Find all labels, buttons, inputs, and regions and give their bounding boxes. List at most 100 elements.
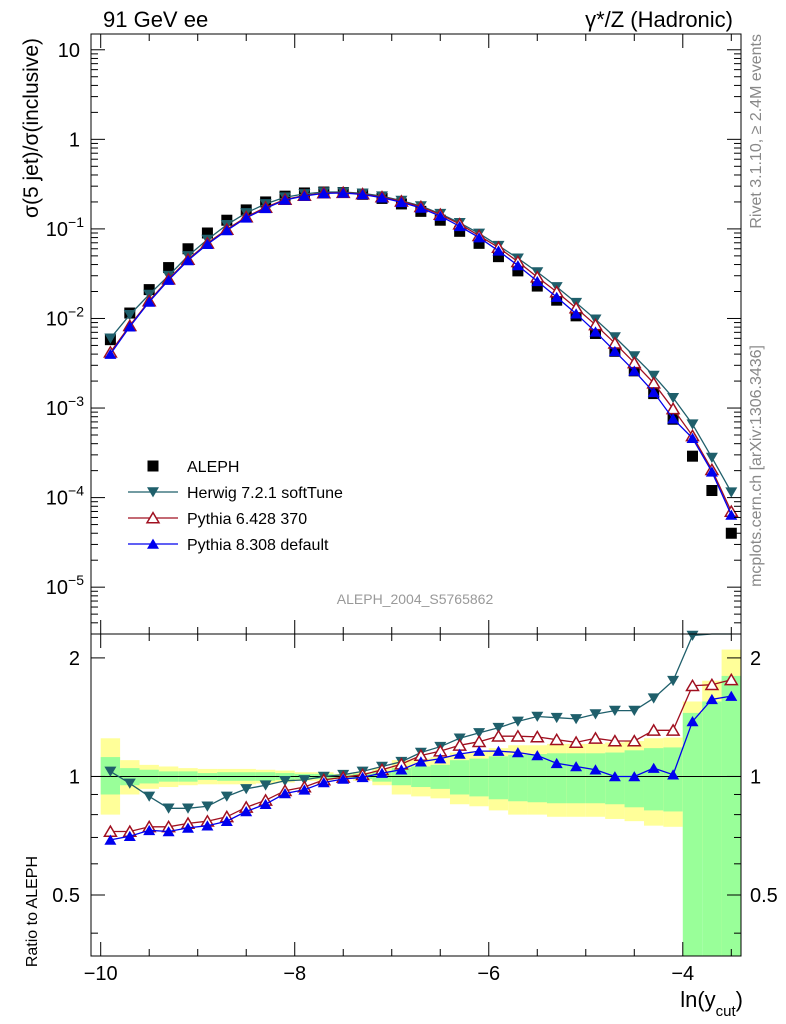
point-aleph <box>201 227 213 239</box>
ratio-point-pythia-8-308-default <box>376 767 388 778</box>
ratio-point-herwig-7-2-1-softtune <box>628 705 641 716</box>
ratio-point-pythia-8-308-default <box>395 764 408 775</box>
point-aleph <box>182 243 194 255</box>
ratio-point-herwig-7-2-1-softtune <box>589 709 602 720</box>
ratio-point-pythia-8-308-default <box>317 777 330 788</box>
band-inner-bin <box>469 758 489 797</box>
legend-label-aleph: ALEPH <box>187 459 239 476</box>
legend-label-pythia-6-428-370: Pythia 6.428 370 <box>187 511 307 528</box>
ratio-point-pythia-8-308-default <box>686 716 699 727</box>
y-axis-title-bottom: Ratio to ALEPH <box>24 856 41 967</box>
x-tick-label: −6 <box>477 963 500 985</box>
point-pythia-8-308-default <box>434 210 447 221</box>
point-pythia-8-308-default <box>667 413 680 424</box>
ratio-point-pythia-8-308-default <box>220 815 233 826</box>
point-pythia-8-308-default <box>492 245 505 256</box>
point-herwig-7-2-1-softtune <box>104 333 117 344</box>
band-inner-bin <box>721 675 741 956</box>
ratio-point-pythia-6-428-370 <box>588 731 603 744</box>
point-aleph <box>163 262 175 274</box>
y-tick-label-top: 10−4 <box>46 483 84 510</box>
point-pythia-8-308-default <box>123 321 136 332</box>
y-tick-label-top: 10 <box>58 40 80 62</box>
ratio-point-herwig-7-2-1-softtune <box>201 801 214 812</box>
ratio-point-pythia-8-308-default <box>531 750 544 761</box>
band-inner-bin <box>488 756 509 800</box>
ratio-point-herwig-7-2-1-softtune <box>686 630 699 641</box>
ratio-tick-label-left: 0.5 <box>52 885 80 907</box>
point-pythia-8-308-default <box>473 232 486 243</box>
ratio-point-pythia-6-428-370 <box>491 729 506 742</box>
ratio-point-herwig-7-2-1-softtune <box>492 722 505 734</box>
legend: ALEPH Herwig 7.2.1 softTune Pythia 6.428 3… <box>128 459 343 554</box>
ratio-point-pythia-8-308-default <box>492 745 505 756</box>
uncertainty-band <box>100 649 741 956</box>
ratio-point-pythia-8-308-default <box>511 747 524 758</box>
ratio-point-pythia-6-428-370 <box>723 672 739 686</box>
ratio-point-pythia-6-428-370 <box>685 678 700 692</box>
band-inner-bin <box>508 754 528 802</box>
series-layer <box>103 185 739 845</box>
ratio-point-herwig-7-2-1-softtune <box>667 675 680 687</box>
point-aleph <box>454 225 466 237</box>
point-pythia-8-308-default <box>628 365 641 376</box>
analysis-watermark: ALEPH_2004_S5765862 <box>337 591 494 607</box>
ratio-point-herwig-7-2-1-softtune <box>259 780 272 791</box>
ratio-point-pythia-8-308-default <box>453 748 466 759</box>
x-tick-label: −4 <box>671 963 694 985</box>
ratio-point-pythia-6-428-370 <box>529 730 545 743</box>
point-herwig-7-2-1-softtune <box>686 419 699 430</box>
ratio-point-herwig-7-2-1-softtune <box>104 766 117 777</box>
y-tick-label-top: 1 <box>69 129 80 151</box>
band-inner-bin <box>449 760 470 795</box>
point-pythia-8-308-default <box>570 308 583 319</box>
header-left: 91 GeV ee <box>103 7 208 32</box>
y-axis-title-top: σ(5 jet)/σ(inclusive) <box>20 38 43 218</box>
mcplots-label: mcplots.cern.ch [arXiv:1306.3436] <box>748 345 765 587</box>
ratio-point-herwig-7-2-1-softtune <box>220 791 233 802</box>
ratio-point-pythia-6-428-370 <box>646 723 662 736</box>
ratio-point-herwig-7-2-1-softtune <box>162 803 175 814</box>
point-pythia-8-308-default <box>259 202 272 214</box>
header-right: γ*/Z (Hadronic) <box>585 7 733 32</box>
point-aleph <box>143 284 155 296</box>
ratio-point-pythia-8-308-default <box>473 745 486 756</box>
point-pythia-8-308-default <box>279 194 291 205</box>
ratio-point-pythia-8-308-default <box>182 822 194 833</box>
ratio-tick-label-left: 2 <box>69 648 80 670</box>
ratio-point-herwig-7-2-1-softtune <box>123 778 136 789</box>
x-axis-title: ln(ycut) <box>680 987 743 1020</box>
band-inner-bin <box>702 701 722 956</box>
y-tick-label-top: 10−5 <box>46 572 84 599</box>
legend-marker-pythia-8-308-default <box>147 538 159 549</box>
ratio-point-pythia-6-428-370 <box>704 677 720 691</box>
ratio-point-herwig-7-2-1-softtune <box>143 791 156 802</box>
point-pythia-8-308-default <box>589 326 602 337</box>
axes: −10 −8 −6 −4 10 1 10−1 10−2 10−3 10−4 10−5 2 2 1 1 0.5 0… <box>46 33 778 985</box>
ratio-point-herwig-7-2-1-softtune <box>182 803 194 814</box>
point-pythia-8-308-default <box>376 192 388 203</box>
point-pythia-8-308-default <box>511 260 524 271</box>
point-pythia-8-308-default <box>647 386 660 398</box>
band-inner-bin <box>643 748 664 811</box>
point-pythia-8-308-default <box>414 202 427 213</box>
ratio-tick-label-right: 0.5 <box>750 885 778 907</box>
point-aleph <box>473 237 485 249</box>
ratio-point-pythia-8-308-default <box>608 771 621 782</box>
point-pythia-8-308-default <box>104 348 117 359</box>
ratio-point-pythia-8-308-default <box>705 693 718 705</box>
x-tick-label: −10 <box>84 963 118 985</box>
ratio-point-herwig-7-2-1-softtune <box>511 716 524 727</box>
point-pythia-8-308-default <box>608 345 621 357</box>
ratio-point-pythia-6-428-370 <box>607 734 623 747</box>
point-aleph <box>492 251 504 263</box>
legend-marker-pythia-6-428-370 <box>145 511 161 524</box>
legend-marker-herwig-7-2-1-softtune <box>147 487 159 498</box>
point-aleph <box>706 485 718 497</box>
point-aleph <box>686 450 698 462</box>
ratio-point-pythia-8-308-default <box>589 764 602 775</box>
point-herwig-7-2-1-softtune <box>667 393 680 404</box>
ratio-point-pythia-8-308-default <box>104 834 117 845</box>
ratio-point-pythia-6-428-370 <box>471 734 487 748</box>
point-pythia-8-308-default <box>550 291 563 302</box>
